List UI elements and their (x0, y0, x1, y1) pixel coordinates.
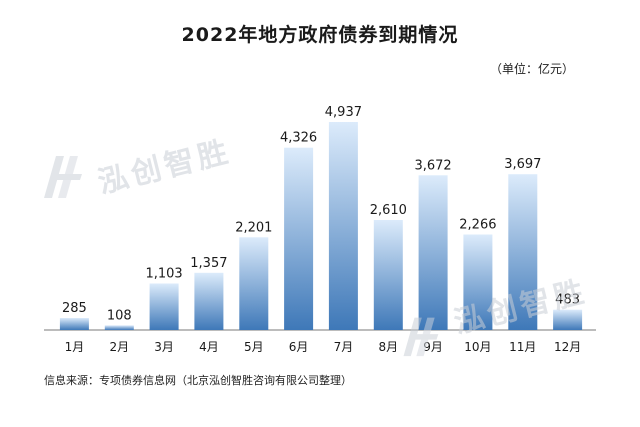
bar-2 (104, 325, 134, 330)
bar-5 (239, 237, 269, 330)
source-note: 信息来源：专项债券信息网（北京泓创智胜咨询有限公司整理） (44, 374, 352, 387)
tick-label-10: 10月 (464, 340, 491, 354)
tick-label-4: 4月 (199, 340, 219, 354)
bar-7 (328, 122, 358, 330)
value-label-5: 2,201 (235, 220, 272, 235)
value-label-3: 1,103 (145, 267, 182, 282)
tick-label-9: 9月 (423, 340, 443, 354)
value-label-4: 1,357 (190, 256, 227, 271)
tick-label-2: 2月 (109, 340, 129, 354)
bar-6 (284, 147, 314, 330)
value-label-7: 4,937 (325, 105, 362, 120)
value-label-1: 285 (62, 301, 87, 316)
bar-3 (149, 283, 179, 330)
value-label-8: 2,610 (370, 203, 407, 218)
tick-label-3: 3月 (154, 340, 174, 354)
unit-label: （单位：亿元） (489, 62, 574, 76)
value-label-6: 4,326 (280, 131, 317, 146)
value-label-9: 3,672 (414, 158, 451, 173)
bar-8 (373, 220, 403, 330)
chart-title: 2022年地方政府债券到期情况 (181, 24, 459, 46)
tick-label-5: 5月 (244, 340, 264, 354)
tick-label-11: 11月 (509, 340, 536, 354)
tick-label-8: 8月 (378, 340, 398, 354)
value-label-12: 483 (555, 293, 580, 308)
bar-9 (418, 175, 448, 330)
tick-label-12: 12月 (554, 340, 581, 354)
value-label-11: 3,697 (504, 157, 541, 172)
bar-4 (194, 272, 224, 330)
bar-11 (508, 174, 538, 330)
bar-12 (553, 309, 583, 330)
watermark-logo-icon (44, 156, 82, 198)
watermark-logo-icon-2 (403, 317, 439, 357)
tick-label-1: 1月 (65, 340, 85, 354)
value-label-10: 2,266 (459, 218, 496, 233)
bar-1 (59, 318, 89, 330)
tick-label-6: 6月 (289, 340, 309, 354)
value-label-2: 108 (107, 308, 132, 323)
tick-label-7: 7月 (334, 340, 354, 354)
bar-10 (463, 234, 493, 330)
